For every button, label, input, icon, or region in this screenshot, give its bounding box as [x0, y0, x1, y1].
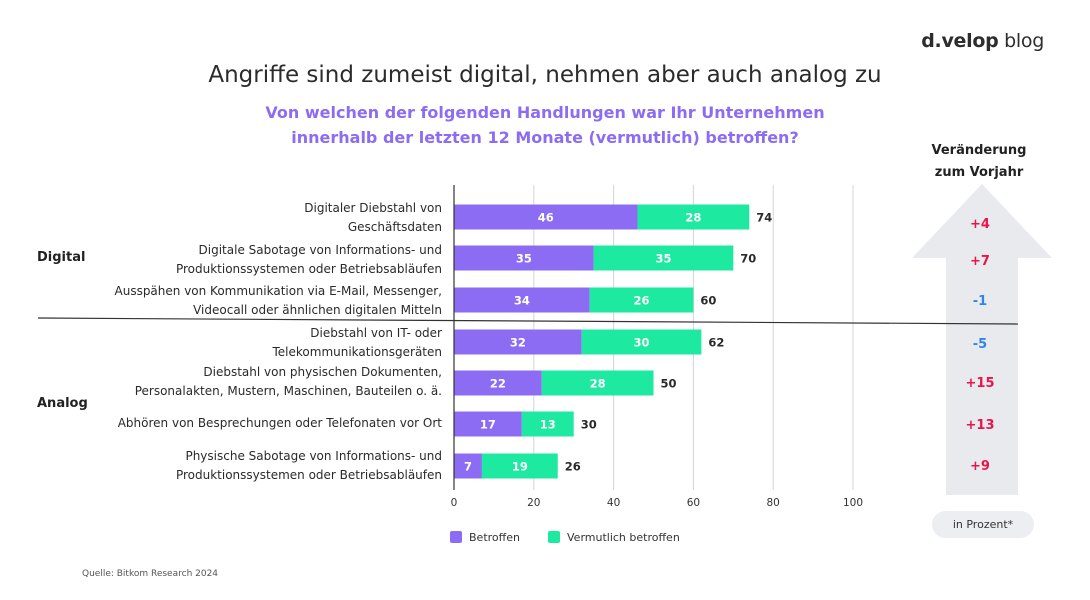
legend-swatch-vermutlich: [548, 531, 560, 543]
group-label-analog: Analog: [37, 396, 88, 411]
bar-betroffen: [454, 329, 582, 355]
row-label-line: Digitale Sabotage von Informations- und: [198, 243, 442, 257]
bar-vermutlich: [593, 245, 734, 271]
bar-value-label: 19: [512, 460, 528, 474]
bar-value-label: 34: [514, 294, 530, 308]
change-value: +7: [970, 254, 990, 269]
logo-suffix: blog: [998, 30, 1044, 52]
bar-value-label: 7: [464, 460, 472, 474]
legend-label: Betroffen: [469, 531, 520, 544]
bar-value-label: 35: [655, 252, 671, 266]
x-tick-label: 100: [843, 497, 863, 509]
change-value: -5: [972, 337, 988, 352]
source-note: Quelle: Bitkom Research 2024: [82, 569, 219, 579]
total-label: 60: [700, 294, 716, 308]
legend-swatch-betroffen: [450, 531, 462, 543]
change-value: +9: [970, 459, 990, 474]
unit-note: in Prozent*: [932, 511, 1034, 538]
total-label: 62: [708, 336, 724, 350]
total-label: 30: [581, 418, 597, 432]
bar-value-label: 35: [516, 252, 532, 266]
change-header-line-1: Veränderung: [931, 143, 1027, 158]
bar-value-label: 28: [685, 211, 701, 225]
bar-betroffen: [454, 370, 542, 396]
x-tick-label: 0: [451, 497, 458, 509]
row-label-line: Produktionssystemen oder Betriebsabläufe…: [175, 262, 442, 276]
bar-vermutlich: [581, 329, 702, 355]
row-label-line: Diebstahl von IT- oder: [310, 326, 442, 340]
change-value: +15: [965, 376, 995, 391]
row-label-line: Diebstahl von physischen Dokumenten,: [203, 365, 442, 379]
row-label-line: Ausspähen von Kommunikation via E-Mail, …: [114, 284, 443, 298]
row-label: Abhören von Besprechungen oder Telefonat…: [60, 414, 442, 433]
bar-value-label: 32: [510, 336, 526, 350]
subtitle-line-1: Von welchen der folgenden Handlungen war…: [265, 103, 825, 122]
row-label: Ausspähen von Kommunikation via E-Mail, …: [60, 282, 443, 320]
row-label: Physische Sabotage von Informations- und…: [60, 447, 442, 485]
bar-value-label: 22: [490, 377, 506, 391]
row-label-line: Produktionssystemen oder Betriebsabläufe…: [175, 468, 442, 482]
row-label-line: Telekommunikationsgeräten: [272, 345, 443, 359]
bar-value-label: 46: [538, 211, 554, 225]
bar-value-label: 30: [634, 336, 650, 350]
x-tick-label: 20: [527, 497, 540, 509]
x-tick-label: 40: [607, 497, 620, 509]
x-tick-label: 60: [687, 497, 700, 509]
row-label: Digitale Sabotage von Informations- und …: [60, 241, 442, 279]
arrow-shape: [912, 184, 1052, 495]
subtitle-line-2: innerhalb der letzten 12 Monate (vermutl…: [291, 128, 799, 147]
total-label: 74: [756, 211, 772, 225]
change-header-line-2: zum Vorjahr: [934, 165, 1024, 180]
row-label: Digitaler Diebstahl von Geschäftsdaten: [60, 199, 442, 237]
brand-logo: d.velop blog: [921, 30, 1044, 52]
bar-vermutlich: [541, 370, 654, 396]
bar-betroffen: [454, 245, 594, 271]
bar-betroffen: [454, 411, 522, 437]
x-tick-label: 80: [767, 497, 780, 509]
row-label: Diebstahl von physischen Dokumenten, Per…: [60, 363, 442, 401]
group-label-digital: Digital: [37, 250, 86, 265]
row-label-line: Personalakten, Mustern, Maschinen, Baute…: [134, 384, 442, 398]
legend-item-betroffen: Betroffen: [450, 531, 520, 544]
row-label-line: Physische Sabotage von Informations- und: [185, 449, 442, 463]
bar-value-label: 26: [634, 294, 650, 308]
bar-betroffen: [454, 204, 638, 230]
row-label: Diebstahl von IT- oder Telekommunikation…: [60, 324, 443, 362]
chart-subtitle: Von welchen der folgenden Handlungen war…: [0, 100, 1090, 150]
bar-vermutlich: [481, 453, 558, 479]
legend-item-vermutlich: Vermutlich betroffen: [548, 531, 680, 544]
row-label-line: Geschäftsdaten: [347, 220, 442, 234]
bar-vermutlich: [521, 411, 574, 437]
total-label: 50: [661, 377, 677, 391]
total-label: 70: [740, 252, 756, 266]
logo-brand: d.velop: [921, 30, 999, 52]
change-column-header: Veränderung zum Vorjahr: [904, 140, 1054, 184]
bar-value-label: 28: [590, 377, 606, 391]
bar-betroffen: [454, 453, 482, 479]
group-divider: [37, 317, 1019, 325]
change-value: -1: [972, 294, 988, 309]
change-value: +13: [965, 418, 995, 433]
legend-label: Vermutlich betroffen: [567, 531, 680, 544]
chart-title: Angriffe sind zumeist digital, nehmen ab…: [208, 62, 882, 88]
bar-value-label: 17: [480, 418, 496, 432]
bar-vermutlich: [637, 204, 750, 230]
row-label-line: Digitaler Diebstahl von: [304, 201, 442, 215]
change-value: +4: [970, 217, 990, 232]
row-label-line: Videocall oder ähnlichen digitalen Mitte…: [193, 303, 442, 317]
bar-vermutlich: [589, 287, 694, 313]
bar-betroffen: [454, 287, 590, 313]
row-label-line: Abhören von Besprechungen oder Telefonat…: [117, 416, 442, 430]
total-label: 26: [565, 460, 581, 474]
bar-value-label: 13: [540, 418, 556, 432]
